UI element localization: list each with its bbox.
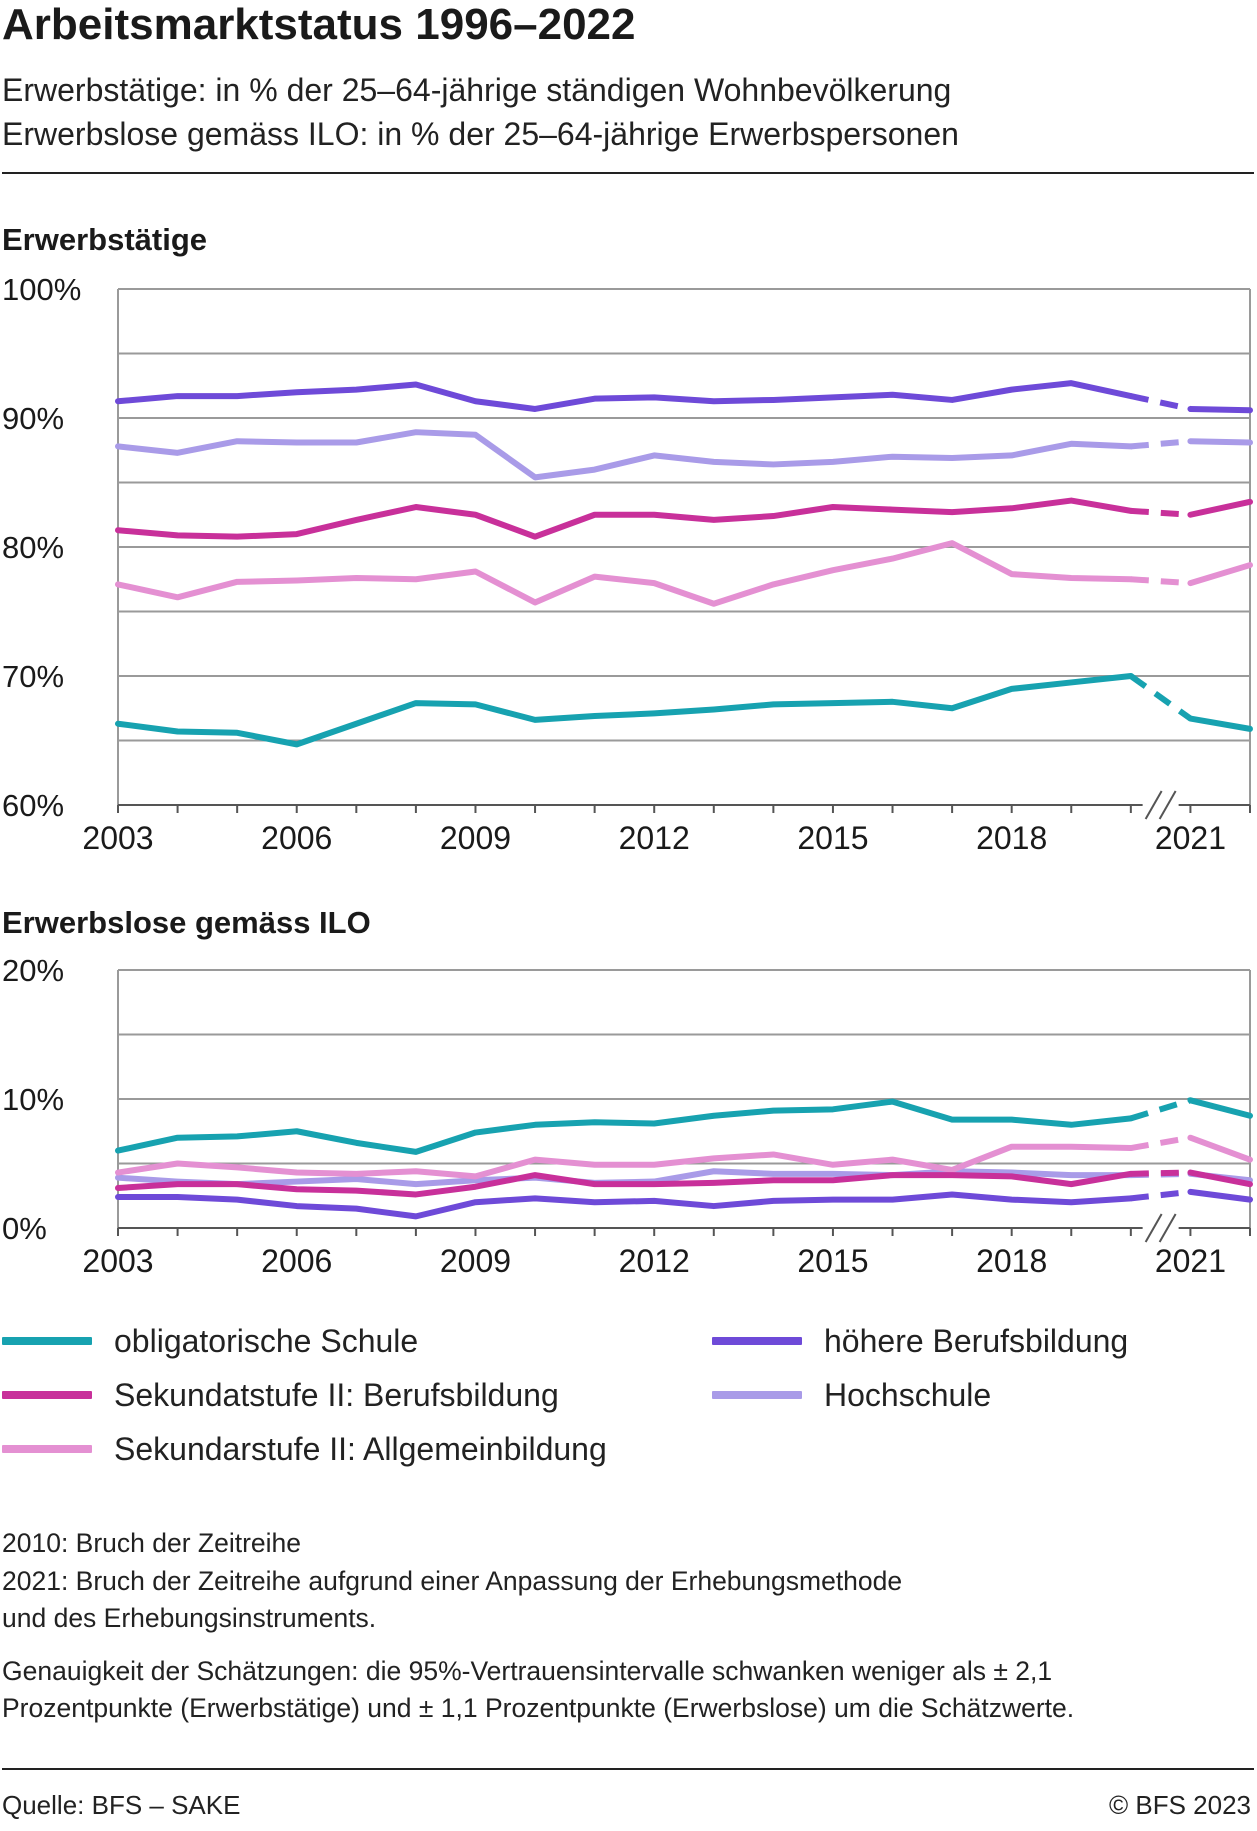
legend-item-obligatorische-schule: obligatorische Schule	[0, 1318, 418, 1364]
x-tick-label: 2021	[1155, 820, 1226, 856]
legend-item-sek2-allgemeinbildung: Sekundarstufe II: Allgemeinbildung	[0, 1426, 607, 1472]
legend-item-hoehere-berufsbildung: höhere Berufsbildung	[710, 1318, 1128, 1364]
legend-item-sek2-berufsbildung: Sekundatstufe II: Berufsbildung	[0, 1372, 559, 1418]
axis-break-icon	[1144, 1213, 1163, 1243]
note-accuracy-cont: Prozentpunkte (Erwerbstätige) und ± 1,1 …	[2, 1693, 1075, 1723]
series-line	[115, 673, 1134, 748]
legend-label: Sekundarstufe II: Allgemeinbildung	[114, 1430, 607, 1467]
legend-label: Sekundatstufe II: Berufsbildung	[114, 1376, 559, 1413]
copyright-note: © BFS 2023	[1108, 1790, 1251, 1820]
employed-line-chart: 2003 2006 2009 2012 2015 2018 2021 60% 70% 80% 90%…	[2, 272, 1253, 856]
series-line	[115, 1098, 1134, 1155]
y-tick-label: 70%	[2, 659, 64, 694]
note-accuracy: Genauigkeit der Schätzungen: die 95%-Ver…	[2, 1656, 1053, 1686]
y-tick-label: 60%	[2, 788, 64, 823]
x-tick-label: 2003	[82, 820, 153, 856]
legend-swatch-hochschule	[712, 1391, 802, 1399]
series-line	[115, 429, 1134, 481]
series-line	[1187, 1134, 1253, 1163]
legend-label: obligatorische Schule	[114, 1322, 419, 1359]
x-tick-label: 2006	[261, 820, 332, 856]
panel-title-employed: Erwerbstätige	[2, 222, 208, 257]
series-break-segment	[1129, 1097, 1192, 1122]
series-line	[1187, 1169, 1253, 1188]
x-tick-label: 2015	[797, 820, 868, 856]
legend-swatch-sek2-allgemeinbildung	[2, 1445, 92, 1453]
x-tick-label: 2018	[976, 820, 1047, 856]
series-line	[1187, 498, 1253, 518]
legend-label: höhere Berufsbildung	[824, 1322, 1129, 1359]
series-line	[1187, 1188, 1253, 1203]
chart-title: Arbeitsmarktstatus 1996–2022	[2, 0, 636, 49]
x-tick-label: 2015	[797, 1243, 868, 1279]
series-break-segment	[1130, 576, 1191, 587]
x-tick-label: 2021	[1155, 1243, 1226, 1279]
y-tick-label: 80%	[2, 530, 64, 565]
series-line	[115, 1191, 1134, 1220]
legend-item-hochschule: Hochschule	[710, 1372, 991, 1418]
series-line	[1187, 562, 1253, 587]
series-line	[1187, 405, 1253, 414]
series-break-segment	[1130, 507, 1191, 518]
series-break-segment	[1129, 673, 1193, 722]
series-line	[115, 1143, 1134, 1180]
series-line	[1187, 715, 1253, 732]
series-break-segment	[1130, 1134, 1191, 1151]
legend-label: Hochschule	[824, 1376, 992, 1413]
x-tick-label: 2003	[82, 1243, 153, 1279]
series-line	[115, 1170, 1134, 1198]
series-line	[115, 380, 1134, 412]
legend-swatch-sek2-berufsbildung	[2, 1391, 92, 1399]
note-break-2021: 2021: Bruch der Zeitreihe aufgrund einer…	[2, 1566, 903, 1596]
x-tick-label: 2006	[261, 1243, 332, 1279]
x-tick-label: 2018	[976, 1243, 1047, 1279]
subtitle-unemployed: Erwerbslose gemäss ILO: in % der 25–64-j…	[2, 116, 959, 152]
x-tick-label: 2012	[619, 820, 690, 856]
series-break-segment	[1130, 1188, 1191, 1202]
series-line	[1187, 1097, 1253, 1119]
series-line	[1187, 438, 1253, 446]
x-tick-label: 2009	[440, 820, 511, 856]
axis-break-icon	[1158, 1213, 1177, 1243]
panel-title-unemployed: Erwerbslose gemäss ILO	[2, 905, 371, 940]
y-tick-label: 0%	[2, 1211, 47, 1246]
series-line	[115, 540, 1134, 607]
series-break-segment	[1130, 393, 1192, 412]
x-tick-label: 2012	[619, 1243, 690, 1279]
legend-swatch-hoehere-berufsbildung	[712, 1337, 802, 1345]
series-line	[115, 497, 1134, 540]
series-break-segment	[1130, 438, 1191, 450]
legend-swatch-obligatorische-schule	[2, 1337, 92, 1345]
axis-break-icon	[1158, 790, 1177, 820]
y-tick-label: 20%	[2, 953, 64, 988]
x-tick-label: 2009	[440, 1243, 511, 1279]
series-break-segment	[1130, 1169, 1191, 1177]
note-break-2010: 2010: Bruch der Zeitreihe	[2, 1528, 302, 1558]
y-tick-label: 10%	[2, 1082, 64, 1117]
footer-divider	[2, 1768, 1254, 1770]
y-tick-label: 100%	[2, 272, 81, 307]
unemployed-line-chart: 2003 2006 2009 2012 2015 2018 2021 0% 10% 20%	[2, 953, 1253, 1279]
header-divider	[2, 172, 1254, 174]
note-break-2021-cont: und des Erhebungsinstruments.	[2, 1603, 377, 1633]
subtitle-employed: Erwerbstätige: in % der 25–64-jährige st…	[2, 72, 952, 108]
y-tick-label: 90%	[2, 401, 64, 436]
source-note: Quelle: BFS – SAKE	[2, 1790, 241, 1820]
axis-break-icon	[1144, 790, 1163, 820]
chart-legend: obligatorische Schule Sekundatstufe II: …	[0, 1318, 1257, 1488]
